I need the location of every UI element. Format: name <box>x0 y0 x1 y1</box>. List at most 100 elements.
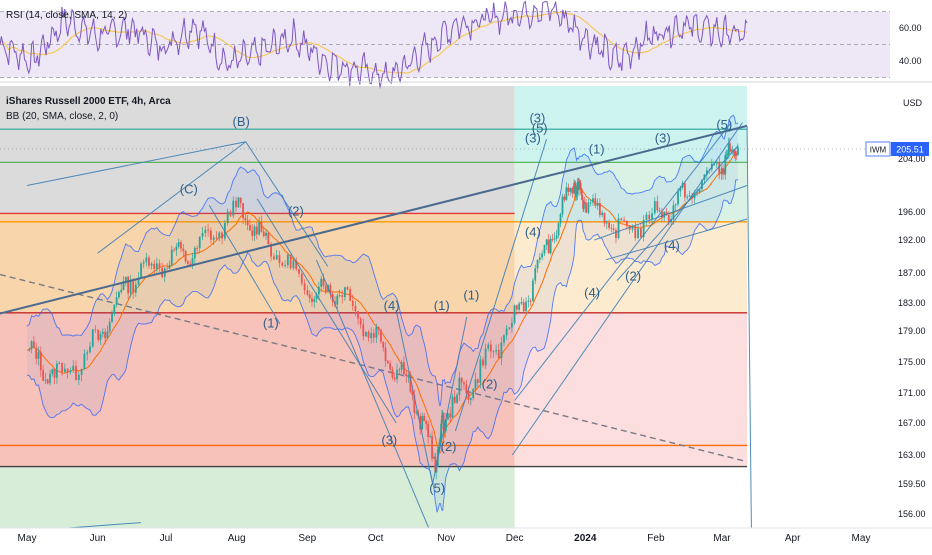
candle-body <box>221 232 223 239</box>
candle-body <box>89 346 91 353</box>
price-tick-label: 159.50 <box>898 479 926 489</box>
wave-label: (2) <box>441 439 457 454</box>
candle-body <box>207 229 210 231</box>
candle-body <box>150 263 153 266</box>
major-trendline <box>0 124 748 315</box>
candle-body <box>575 194 578 198</box>
time-tick-label: May <box>18 533 37 544</box>
candle-body <box>715 162 718 164</box>
candle-body <box>300 273 303 284</box>
zone-green <box>0 466 515 528</box>
candle-body <box>571 188 574 194</box>
candle-body <box>198 236 201 249</box>
bb-legend[interactable]: BB (20, SMA, close, 2, 0) <box>6 111 118 122</box>
wave-label: (1) <box>263 316 279 331</box>
rsi-panel: 60.00 40.00 <box>0 0 932 89</box>
candle-body <box>35 347 38 359</box>
candle-body <box>722 168 724 174</box>
symbol-tag <box>865 141 891 157</box>
candle-body <box>578 181 580 190</box>
candle-body <box>365 331 367 337</box>
price-tick-label: 163.00 <box>898 450 926 460</box>
wave-label: (4) <box>525 225 541 240</box>
candle-body <box>559 214 562 224</box>
candle-body <box>645 214 648 220</box>
candle-body <box>725 154 728 156</box>
rsi-legend[interactable]: RSI (14, close, SMA, 14, 2) <box>6 10 127 21</box>
currency-label: USD <box>903 98 923 108</box>
candle-body <box>239 197 242 204</box>
candle-body <box>275 255 278 260</box>
candle-body <box>563 196 566 200</box>
candle-body <box>557 223 560 236</box>
candle-body <box>53 368 56 378</box>
time-tick-label: Dec <box>506 533 524 544</box>
candle-body <box>534 268 537 281</box>
candle-body <box>44 379 47 381</box>
candle-body <box>658 210 661 212</box>
candle-body <box>513 305 516 323</box>
candle-body <box>343 287 346 297</box>
candle-body <box>656 201 659 211</box>
candle-body <box>620 218 623 220</box>
candle-body <box>101 331 104 335</box>
wave-line <box>395 309 434 485</box>
candle-body <box>441 415 443 424</box>
dashed-trendline <box>0 273 748 463</box>
candle-body <box>492 351 495 353</box>
wave-label: (2) <box>288 204 304 219</box>
candle-body <box>510 322 513 328</box>
candle-body <box>724 155 727 175</box>
candle-body <box>520 302 523 304</box>
candle-body <box>260 221 263 232</box>
candle-body <box>596 202 599 206</box>
candle-body <box>212 237 215 240</box>
candle-body <box>80 368 83 375</box>
candle-body <box>469 398 472 400</box>
candle-body <box>215 237 218 239</box>
candle-body <box>129 279 132 294</box>
candle-body <box>705 170 708 175</box>
candle-body <box>324 285 327 292</box>
bb-upper <box>26 114 739 406</box>
last-price-tag <box>891 141 929 156</box>
candle-body <box>320 278 323 287</box>
last-price-text: 205.51 <box>896 144 924 154</box>
candle-body <box>281 262 284 266</box>
candle-body <box>158 263 161 268</box>
candle-body <box>91 329 94 347</box>
candle-body <box>718 162 721 175</box>
candle-body <box>472 389 475 399</box>
candle-body <box>184 250 187 262</box>
time-tick-label: Nov <box>437 533 455 544</box>
candle-body <box>359 318 362 325</box>
candle-body <box>734 153 737 156</box>
candle-body <box>648 214 651 220</box>
candle-body <box>229 211 232 216</box>
candle-body <box>585 202 587 213</box>
price-legend[interactable]: iShares Russell 2000 ETF, 4h, Arca <box>6 96 171 107</box>
wave-label: (4) <box>384 298 400 313</box>
candle-body <box>567 187 570 192</box>
candle-body <box>246 220 249 226</box>
rsi-line <box>0 0 748 89</box>
wave-label: (3) <box>655 130 671 145</box>
candle-body <box>465 384 468 393</box>
candle-body <box>438 442 441 448</box>
candle-body <box>482 359 484 366</box>
wave-line <box>616 145 739 281</box>
candle-body <box>193 248 196 259</box>
candle-body <box>735 153 738 155</box>
candle-body <box>610 227 613 229</box>
wave-label: (4) <box>584 285 600 300</box>
wave-label: (C) <box>180 181 198 196</box>
candle-body <box>313 299 316 302</box>
candle-body <box>731 150 734 152</box>
zone-cyan <box>514 86 748 163</box>
candle-body <box>173 249 176 251</box>
candle-body <box>411 391 414 395</box>
candle-body <box>124 276 127 282</box>
candle-body <box>142 262 145 264</box>
